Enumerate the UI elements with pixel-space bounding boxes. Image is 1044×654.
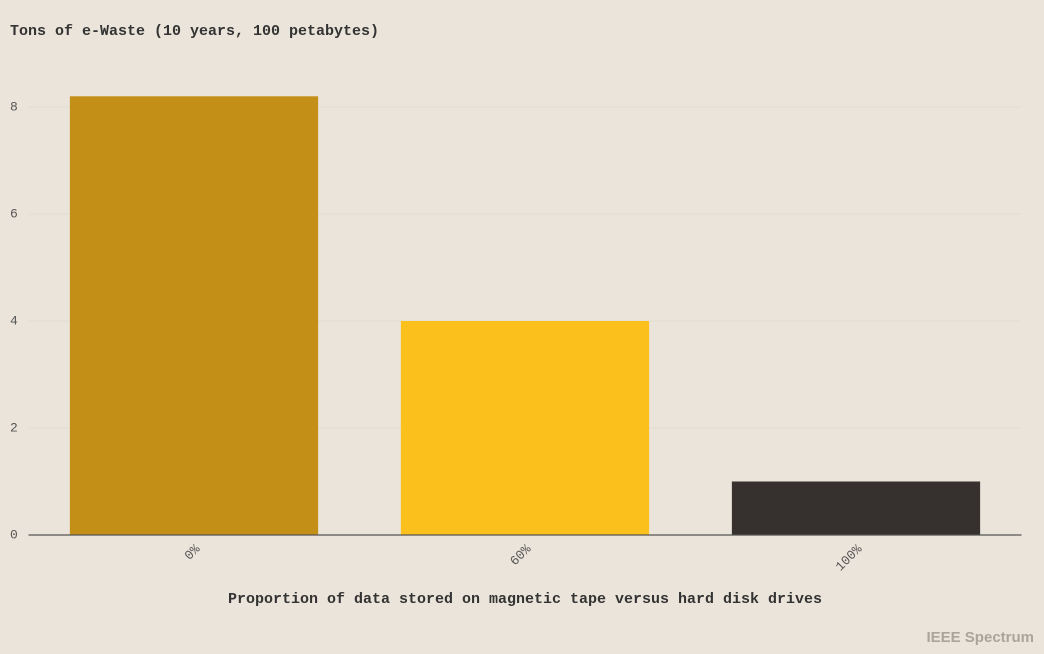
bar bbox=[69, 96, 319, 536]
bar bbox=[731, 481, 981, 535]
y-tick-label: 2 bbox=[10, 420, 18, 435]
y-tick-label: 8 bbox=[10, 99, 18, 114]
bar bbox=[400, 321, 650, 535]
y-tick-label: 6 bbox=[10, 206, 18, 221]
chart-title: Tons of e-Waste (10 years, 100 petabytes… bbox=[10, 23, 379, 40]
y-tick-label: 0 bbox=[10, 527, 18, 542]
y-tick-label: 4 bbox=[10, 313, 18, 328]
x-axis-label: Proportion of data stored on magnetic ta… bbox=[228, 591, 822, 608]
source-watermark: IEEE Spectrum bbox=[926, 629, 1034, 646]
